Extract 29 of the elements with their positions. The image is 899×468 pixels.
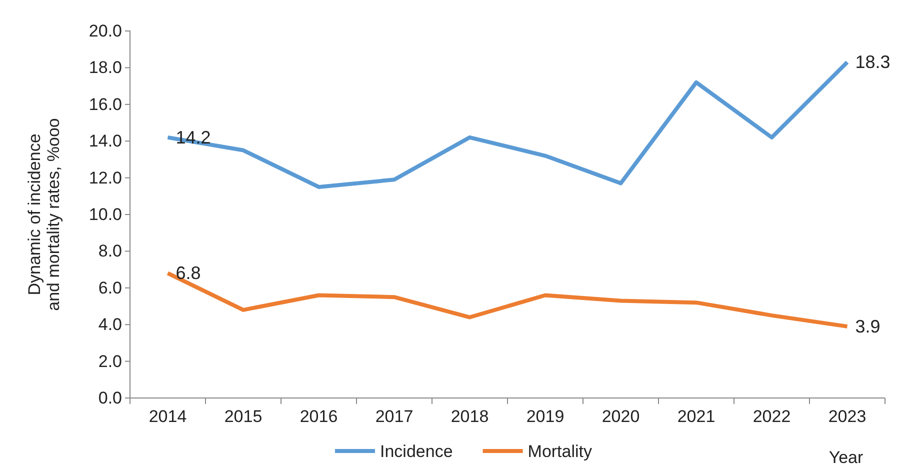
y-tick-label: 6.0 [98,278,122,298]
data-label: 3.9 [855,316,880,336]
data-label: 6.8 [176,263,201,284]
x-axis-title: Year [828,448,864,467]
y-tick-label: 10.0 [88,204,122,224]
y-tick-label: 12.0 [88,168,122,188]
y-tick-label: 16.0 [88,94,122,114]
x-tick-label: 2015 [224,407,262,426]
line-series [166,60,850,189]
y-tick-label: 8.0 [98,242,122,261]
x-tick-label: 2019 [526,407,564,426]
x-tick-label: 2014 [148,407,187,426]
x-tick-label: 2022 [752,407,791,426]
y-tick-label: 4.0 [98,315,122,334]
x-tick-label: 2020 [602,407,640,426]
y-tick-label: 18.0 [88,58,122,78]
y-axis-title: Dynamic of incidence and mortality rates, %ooo [25,118,63,311]
y-tick-label: 0.0 [98,388,122,408]
x-tick-label: 2017 [375,407,414,426]
y-tick-label: 14.0 [88,132,122,151]
x-tick-label: 2016 [300,407,338,426]
legend-label: Incidence [380,442,453,461]
x-tick-label: 2023 [828,407,866,426]
data-label: 18.3 [855,52,890,72]
y-tick-label: 2.0 [98,352,122,371]
x-tick-label: 2021 [677,407,716,426]
x-tick-label: 2018 [450,407,489,426]
y-tick-label: 20.0 [88,21,122,40]
legend-label: Mortality [528,442,593,461]
